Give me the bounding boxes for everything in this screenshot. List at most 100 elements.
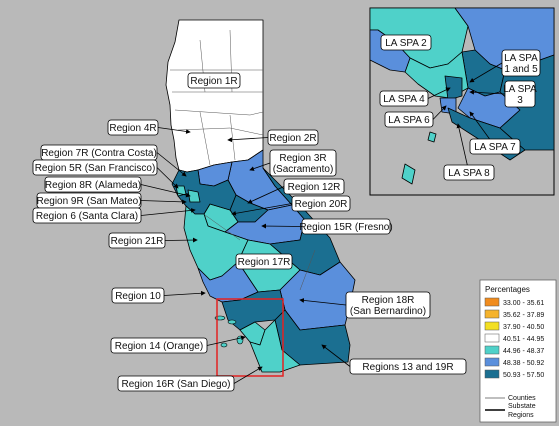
label-leader-r7 xyxy=(156,152,187,177)
label-box-r3 xyxy=(269,149,337,177)
legend-title: Percentages xyxy=(485,285,530,294)
label-text-r18-1: (San Bernardino) xyxy=(350,306,426,317)
label-leader-r1319 xyxy=(321,344,351,367)
legend-class-label-1: 35.62 - 37.89 xyxy=(503,312,544,319)
label-box-spa2 xyxy=(380,34,432,51)
label-text-spa15-1: 1 and 5 xyxy=(504,64,538,75)
label-leader-r21 xyxy=(164,237,198,243)
label-text-r16-0: Region 16R (San Diego) xyxy=(122,379,231,390)
label-box-r1319 xyxy=(349,358,467,375)
label-text-spa8-0: LA SPA 8 xyxy=(448,168,490,179)
label-text-r1319-0: Regions 13 and 19R xyxy=(362,362,453,373)
label-r4: Region 4R xyxy=(107,119,191,136)
label-box-spa8 xyxy=(443,164,495,181)
label-text-spa2-0: LA SPA 2 xyxy=(385,38,427,49)
label-leader-spa6 xyxy=(432,105,447,120)
label-text-r15-0: Region 15R (Fresno) xyxy=(299,222,392,233)
region-labels: Region 1R Region 4R Region 2R Region 7R (Co… xyxy=(32,34,541,392)
legend-swatch-0 xyxy=(484,297,500,307)
label-leader-spa3 xyxy=(469,89,506,95)
label-leader-r9 xyxy=(140,199,187,205)
label-box-spa15 xyxy=(501,49,541,77)
label-leader-r8 xyxy=(140,184,191,198)
label-leader-r12 xyxy=(247,186,285,204)
label-box-r10 xyxy=(111,287,165,304)
label-box-r14 xyxy=(110,337,208,354)
label-text-r20-0: Region 20R xyxy=(295,199,348,210)
label-text-r21-0: Region 21R xyxy=(111,236,164,247)
legend-swatch-2 xyxy=(484,321,500,331)
label-box-spa4 xyxy=(379,90,429,107)
legend: Percentages 33.00 - 35.61 35.62 - 37.89 37… xyxy=(479,279,557,423)
legend-swatch-3 xyxy=(484,333,500,343)
label-leader-r3 xyxy=(249,162,271,171)
inset-island-a xyxy=(427,131,437,143)
label-box-r4 xyxy=(107,119,159,136)
legend-class-label-3: 40.51 - 44.95 xyxy=(503,336,544,343)
label-box-r8 xyxy=(44,176,142,193)
legend-regions-label-2: Regions xyxy=(508,412,534,419)
label-r2: Region 2R xyxy=(227,129,319,146)
label-box-r12 xyxy=(283,178,345,195)
legend-counties-label: Counties xyxy=(508,395,536,402)
label-box-r2 xyxy=(267,129,319,146)
label-leader-r20 xyxy=(231,203,293,216)
label-text-r2-0: Region 2R xyxy=(269,133,316,144)
label-text-r3-1: (Sacramento) xyxy=(273,164,334,175)
label-r12: Region 12R xyxy=(247,178,345,204)
legend-class-label-2: 37.90 - 40.50 xyxy=(503,324,544,331)
label-text-r4-0: Region 4R xyxy=(109,123,156,134)
label-text-r8-0: Region 8R (Alameda) xyxy=(45,180,141,191)
label-r1319: Regions 13 and 19R xyxy=(321,344,467,375)
label-spa8: LA SPA 8 xyxy=(443,123,495,181)
region-8r-area xyxy=(187,189,201,203)
label-leader-r14 xyxy=(206,335,246,346)
label-r1: Region 1R xyxy=(187,72,241,89)
region-1r-area xyxy=(165,19,264,173)
label-spa2: LA SPA 2 xyxy=(380,34,432,51)
label-box-r16 xyxy=(117,375,235,392)
label-text-r10-0: Region 10 xyxy=(115,291,161,302)
county-lines xyxy=(170,29,316,291)
label-text-r18-0: Region 18R xyxy=(362,295,415,306)
label-text-r1-0: Region 1R xyxy=(190,76,237,87)
label-box-r17 xyxy=(235,253,293,270)
label-r3: Region 3R(Sacramento) xyxy=(249,149,337,177)
label-text-spa7-0: LA SPA 7 xyxy=(474,142,516,153)
legend-swatch-6 xyxy=(484,369,500,379)
label-leader-spa15 xyxy=(469,62,503,83)
label-box-spa3 xyxy=(504,80,536,108)
label-text-r3-0: Region 3R xyxy=(279,153,326,164)
legend-class-label-5: 48.38 - 50.92 xyxy=(503,360,544,367)
label-text-spa15-0: LA SPA xyxy=(504,53,538,64)
legend-swatch-1 xyxy=(484,309,500,319)
label-leader-r4 xyxy=(157,127,191,134)
region-bay-area xyxy=(171,169,237,215)
label-box-spa6 xyxy=(384,111,434,128)
inset-ventura-area xyxy=(369,29,411,73)
label-leader-spa4 xyxy=(427,87,451,99)
label-r10: Region 10 xyxy=(111,287,206,304)
label-box-r6 xyxy=(32,207,142,224)
label-text-r6-0: Region 6 (Santa Clara) xyxy=(36,211,138,222)
label-text-r12-0: Region 12R xyxy=(288,182,341,193)
label-text-r5-0: Region 5R (San Francisco) xyxy=(35,163,156,174)
label-leader-r6 xyxy=(140,208,196,216)
label-text-r14-0: Region 14 (Orange) xyxy=(115,341,203,352)
label-leader-r2 xyxy=(227,137,269,143)
legend-class-label-4: 44.96 - 48.37 xyxy=(503,348,544,355)
label-r5: Region 5R (San Francisco) xyxy=(32,159,179,189)
label-spa7: LA SPA 7 xyxy=(469,111,521,155)
la-inset-frame xyxy=(216,298,284,377)
label-box-spa7 xyxy=(469,138,521,155)
label-text-spa6-0: LA SPA 6 xyxy=(388,115,430,126)
label-r8: Region 8R (Alameda) xyxy=(44,176,191,198)
label-leader-r10 xyxy=(163,290,206,296)
legend-swatch-5 xyxy=(484,357,500,367)
california-regions xyxy=(165,19,356,373)
label-text-spa3-0: LA SPA xyxy=(503,84,537,95)
